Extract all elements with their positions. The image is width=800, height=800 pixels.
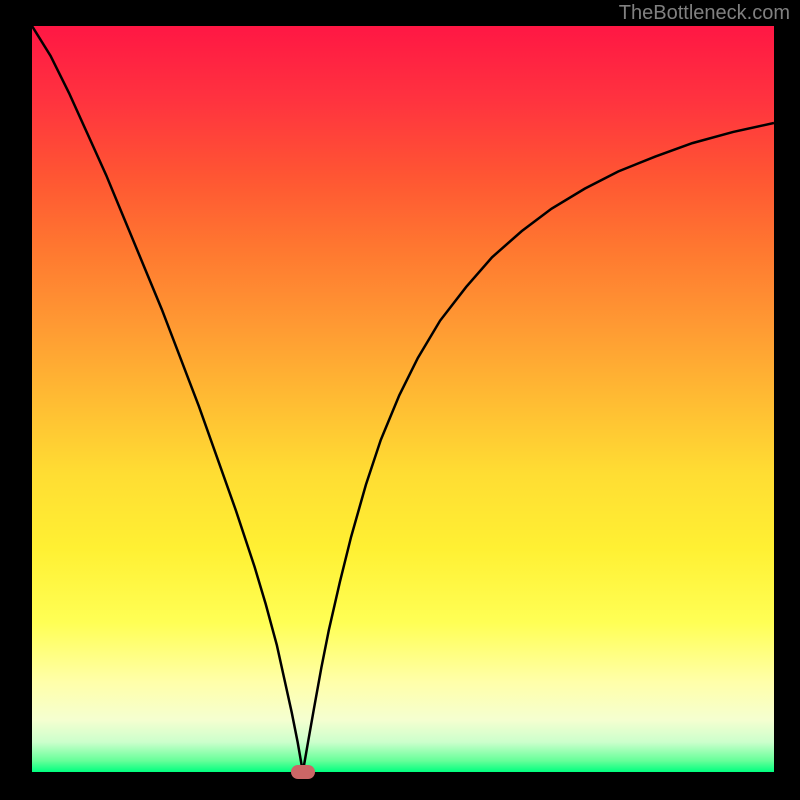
watermark-text: TheBottleneck.com <box>619 2 790 25</box>
chart-minimum-marker <box>291 765 315 779</box>
chart-plot-area <box>32 26 774 772</box>
chart-curve <box>32 26 774 772</box>
